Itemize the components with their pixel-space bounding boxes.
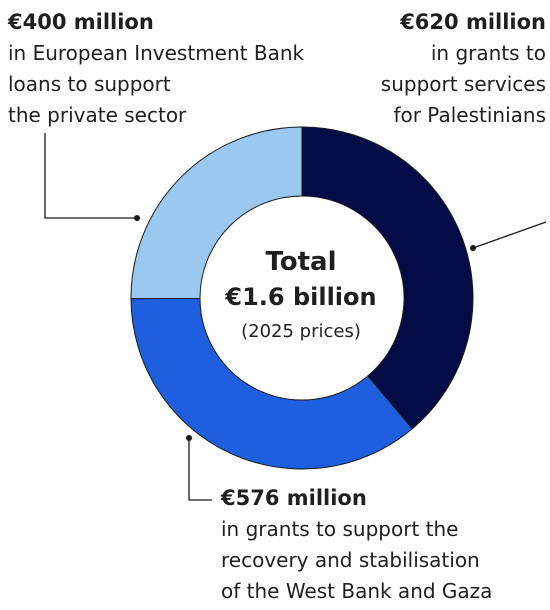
annotation-eib-description: in European Investment Bank loans to supp…: [8, 41, 305, 127]
annotation-services-grants: €620 million in grants to support service…: [381, 7, 546, 131]
annotation-eib-amount: €400 million: [8, 10, 154, 34]
slices-layer: [130, 126, 474, 470]
leader-lines: [44, 133, 547, 501]
center-note: (2025 prices): [241, 321, 361, 342]
slice-recovery-grants: [130, 297, 413, 470]
leader-recovery-dot: [186, 435, 192, 441]
annotation-services-description: in grants to support services for Palestin…: [380, 41, 546, 127]
annotation-services-amount: €620 million: [400, 10, 546, 34]
leader-eib-dot: [134, 215, 140, 221]
annotation-eib-loans: €400 million in European Investment Bank…: [8, 7, 304, 131]
slice-services-grants: [301, 126, 474, 430]
leader-services-dot: [470, 245, 476, 251]
center-total: €1.6 billion: [224, 283, 376, 311]
annotation-recovery-grants: €576 million in grants to support the rec…: [221, 483, 492, 607]
slice-eib-loans: [130, 126, 303, 300]
leader-recovery-line: [188, 438, 212, 501]
leader-eib-line: [44, 133, 137, 219]
leader-services-line: [472, 221, 547, 249]
center-title: Total: [265, 247, 336, 277]
annotation-recovery-description: in grants to support the recovery and sta…: [221, 517, 493, 603]
annotation-recovery-amount: €576 million: [221, 486, 367, 510]
